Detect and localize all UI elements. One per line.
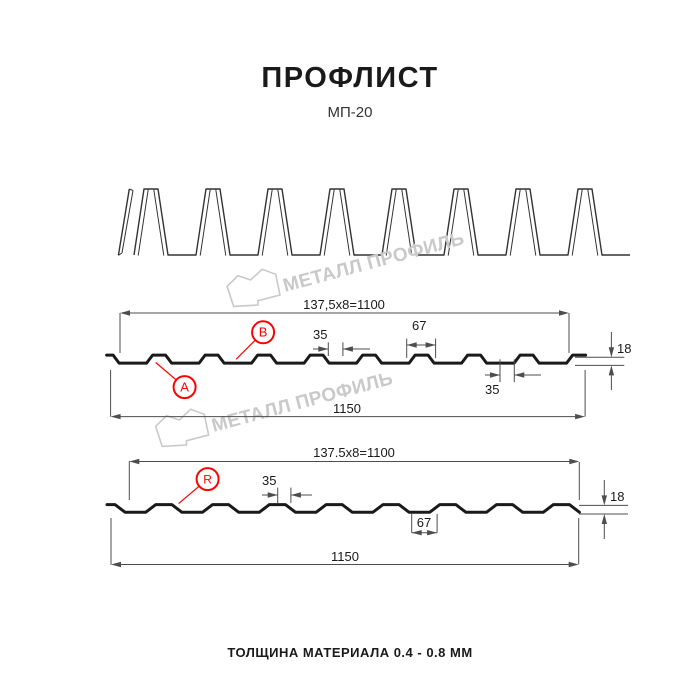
svg-text:1150: 1150 — [331, 549, 359, 564]
svg-text:35: 35 — [262, 473, 276, 488]
svg-text:18: 18 — [610, 489, 624, 504]
svg-text:137.5x8=1100: 137.5x8=1100 — [313, 445, 395, 460]
svg-text:R: R — [203, 473, 212, 487]
svg-text:67: 67 — [417, 515, 431, 530]
